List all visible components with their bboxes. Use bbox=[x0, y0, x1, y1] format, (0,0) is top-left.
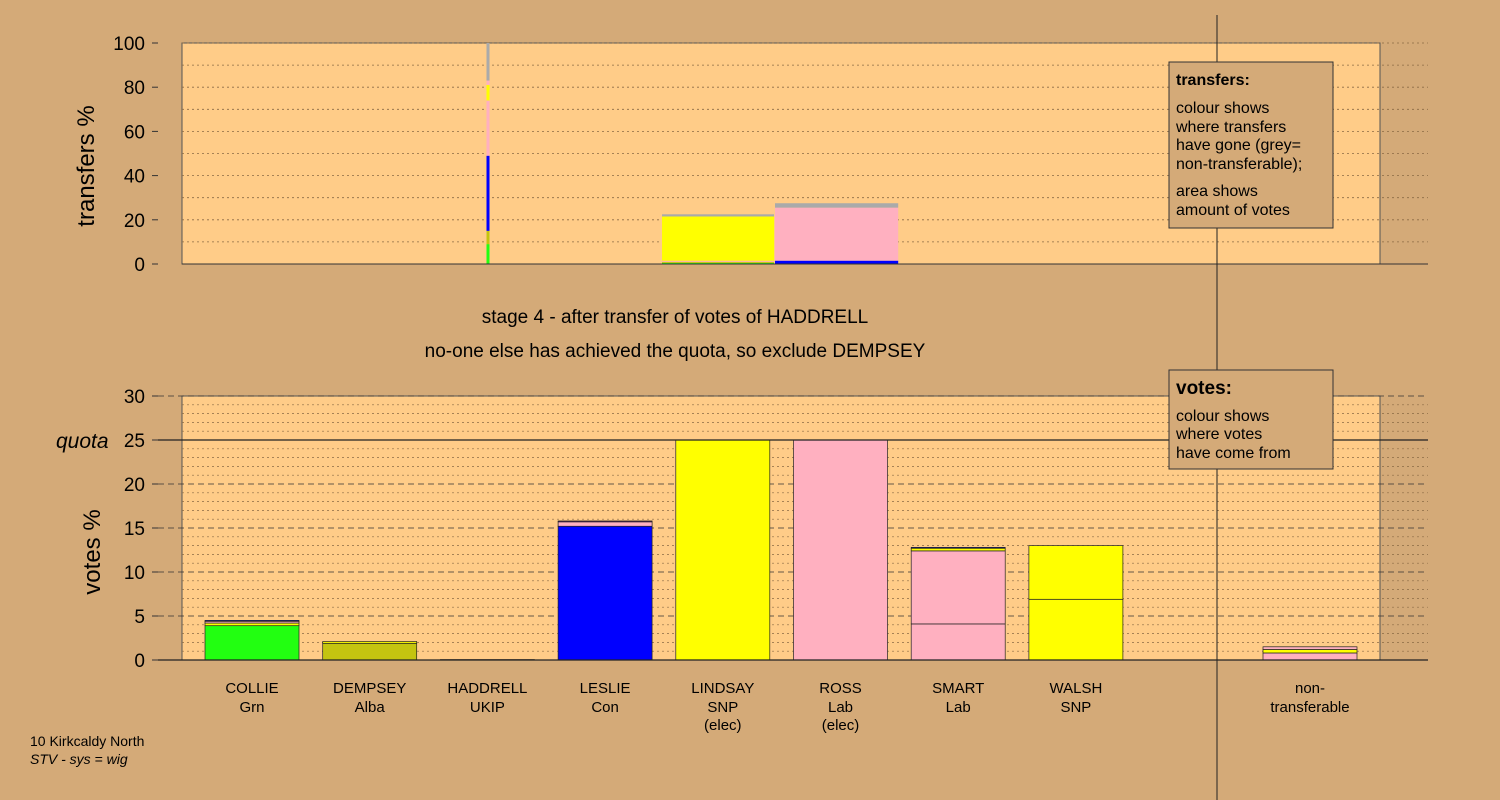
candidate-name-label: LINDSAY bbox=[691, 680, 754, 697]
transfer-segment bbox=[486, 80, 490, 85]
candidate-party-label: SNP bbox=[707, 699, 738, 716]
votes-gridlines bbox=[158, 395, 1428, 652]
transfers-y-ticks: 0 20 40 60 80 100 bbox=[113, 34, 158, 276]
candidate-party-label: Lab bbox=[828, 699, 853, 716]
transfers-y-tick-label: 0 bbox=[134, 255, 145, 276]
candidate-party-label: SNP bbox=[1060, 699, 1091, 716]
transfers-y-tick-label: 20 bbox=[124, 211, 145, 232]
votes-legend: votes: colour shows where votes have com… bbox=[1168, 369, 1334, 470]
vote-segment bbox=[910, 623, 1006, 661]
vote-segment bbox=[1262, 652, 1358, 661]
vote-segment bbox=[1262, 646, 1358, 650]
vote-segment bbox=[910, 550, 1006, 625]
transfer-segment bbox=[662, 214, 774, 217]
candidate-elected-label: (elec) bbox=[822, 717, 860, 734]
stage-title: stage 4 - after transfer of votes of HAD… bbox=[482, 307, 869, 328]
candidate-party-label: Lab bbox=[946, 699, 971, 716]
candidate-party-label: UKIP bbox=[470, 699, 505, 716]
transfers-legend-line: area shows bbox=[1176, 183, 1258, 200]
candidate-name-label: WALSH bbox=[1050, 680, 1103, 697]
footer-system: STV - sys = wig bbox=[30, 751, 128, 767]
vote-segment bbox=[793, 439, 888, 661]
candidate-party-label: Con bbox=[591, 699, 619, 716]
votes-y-axis-label: votes % bbox=[79, 509, 106, 594]
quota-label: quota bbox=[56, 430, 109, 453]
candidate-name-label: SMART bbox=[932, 680, 984, 697]
transfer-segment bbox=[775, 207, 899, 261]
vote-segment bbox=[675, 439, 771, 661]
vote-segment bbox=[557, 520, 653, 523]
vote-segment bbox=[910, 547, 1006, 552]
transfer-segment bbox=[486, 120, 490, 156]
votes-y-tick-label: 10 bbox=[124, 563, 145, 584]
vote-segment bbox=[204, 625, 300, 661]
transfer-segment bbox=[486, 155, 490, 231]
transfers-y-tick-label: 60 bbox=[124, 122, 145, 143]
vote-segment bbox=[1028, 598, 1124, 661]
votes-y-tick-label: 0 bbox=[134, 651, 145, 672]
votes-y-tick-label: 20 bbox=[124, 475, 145, 496]
votes-category-labels: COLLIE Grn DEMPSEY Alba HADDRELL UKIP LESLIE Co… bbox=[225, 680, 1349, 734]
transfers-y-tick-label: 100 bbox=[113, 34, 145, 55]
vote-segment bbox=[204, 622, 300, 627]
transfers-legend-line: non-transferable); bbox=[1176, 156, 1302, 173]
footer-constituency: 10 Kirkcaldy North bbox=[30, 733, 144, 749]
transfer-segment bbox=[775, 203, 899, 208]
candidate-party-label: Grn bbox=[239, 699, 264, 716]
nontransferable-label: non- bbox=[1295, 680, 1325, 697]
vote-segment bbox=[557, 525, 653, 661]
transfer-segment bbox=[486, 230, 490, 245]
nontransferable-label: transferable bbox=[1270, 699, 1349, 716]
transfers-legend: transfers: colour shows where transfers … bbox=[1168, 61, 1334, 229]
vote-segment bbox=[322, 642, 418, 661]
candidate-name-label: HADDRELL bbox=[447, 680, 527, 697]
transfer-segment bbox=[662, 260, 774, 262]
transfers-legend-heading: transfers: bbox=[1176, 72, 1250, 89]
vote-segment bbox=[204, 620, 300, 622]
transfer-segment bbox=[662, 216, 774, 261]
votes-y-ticks: 0 5 10 15 20 25 30 bbox=[124, 387, 158, 672]
votes-legend-line: have come from bbox=[1176, 445, 1291, 462]
votes-legend-line: where votes bbox=[1175, 426, 1262, 443]
vote-segment bbox=[1262, 649, 1358, 654]
transfers-bars bbox=[486, 43, 899, 264]
transfer-segment bbox=[486, 84, 490, 101]
transfer-segment bbox=[486, 43, 490, 81]
votes-legend-box bbox=[1168, 369, 1334, 470]
transfers-legend-line: colour shows bbox=[1176, 100, 1269, 117]
transfer-segment bbox=[662, 262, 774, 264]
stage-subtitle: no-one else has achieved the quota, so e… bbox=[425, 341, 926, 362]
transfers-legend-line: amount of votes bbox=[1176, 202, 1290, 219]
votes-legend-line: colour shows bbox=[1176, 408, 1269, 425]
transfers-legend-line: have gone (grey= bbox=[1176, 137, 1301, 154]
vote-segment bbox=[910, 547, 1006, 549]
candidate-party-label: Alba bbox=[355, 699, 386, 716]
candidate-name-label: LESLIE bbox=[580, 680, 631, 697]
transfers-y-axis-label: transfers % bbox=[73, 105, 100, 226]
votes-y-tick-label: 15 bbox=[124, 519, 145, 540]
transfers-y-tick-label: 80 bbox=[124, 78, 145, 99]
votes-y-tick-label: 25 bbox=[124, 431, 145, 452]
transfers-legend-line: where transfers bbox=[1175, 119, 1286, 136]
candidate-name-label: DEMPSEY bbox=[333, 680, 406, 697]
transfer-segment bbox=[662, 261, 774, 263]
votes-y-tick-label: 30 bbox=[124, 387, 145, 408]
transfer-segment bbox=[775, 260, 899, 264]
vote-segment bbox=[1028, 545, 1124, 600]
transfers-legend-box bbox=[1168, 61, 1334, 229]
candidate-name-label: ROSS bbox=[819, 680, 862, 697]
votes-y-tick-label: 5 bbox=[134, 607, 145, 628]
candidate-name-label: COLLIE bbox=[225, 680, 278, 697]
transfer-segment bbox=[486, 244, 490, 264]
transfer-segment bbox=[486, 100, 490, 121]
votes-legend-heading: votes: bbox=[1176, 378, 1232, 399]
candidate-elected-label: (elec) bbox=[704, 717, 742, 734]
vote-segment bbox=[322, 641, 418, 644]
vote-segment bbox=[557, 521, 653, 527]
transfers-y-tick-label: 40 bbox=[124, 167, 145, 188]
